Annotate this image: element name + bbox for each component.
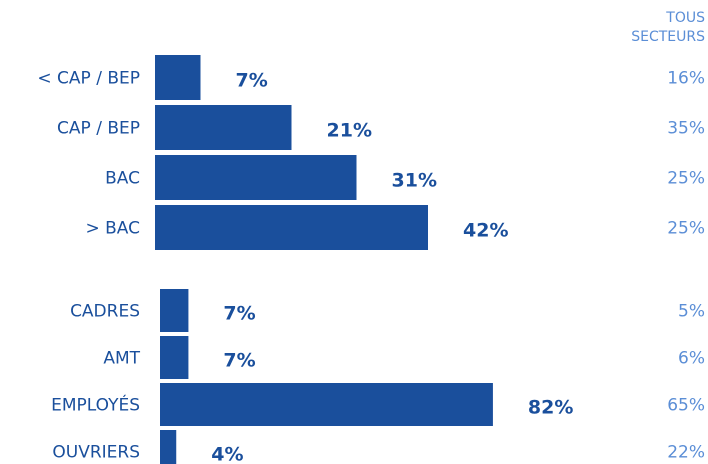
category-label: EMPLOYÉS (51, 394, 140, 416)
value-label: 82% (528, 397, 573, 419)
reference-label: 16% (667, 69, 705, 89)
value-label: 7% (236, 70, 268, 92)
reference-label: 65% (667, 396, 705, 416)
bar (160, 383, 493, 426)
category-label: CAP / BEP (57, 119, 140, 139)
reference-label: 25% (667, 169, 705, 189)
reference-label: 25% (667, 219, 705, 239)
category-label: BAC (105, 169, 140, 189)
category-label: OUVRIERS (52, 443, 140, 463)
value-label: 7% (223, 303, 255, 325)
value-label: 4% (211, 444, 243, 464)
category-label: > BAC (85, 219, 140, 239)
bar (155, 205, 428, 250)
value-label: 21% (327, 120, 372, 142)
value-label: 42% (463, 220, 508, 242)
category-label: < CAP / BEP (37, 69, 140, 89)
bar (160, 289, 189, 332)
bar (155, 55, 201, 100)
reference-header-line-1: TOUS (665, 10, 705, 26)
reference-label: 6% (678, 349, 705, 369)
reference-label: 22% (667, 443, 705, 463)
value-label: 31% (392, 170, 437, 192)
bar (160, 430, 177, 464)
reference-label: 5% (678, 302, 705, 322)
category-label: CADRES (70, 302, 140, 322)
value-label: 7% (223, 350, 255, 372)
bar (160, 336, 189, 379)
reference-label: 35% (667, 119, 705, 139)
bar (155, 155, 357, 200)
bar (155, 105, 292, 150)
category-label: AMT (103, 349, 140, 369)
reference-header-line-2: SECTEURS (631, 29, 705, 45)
